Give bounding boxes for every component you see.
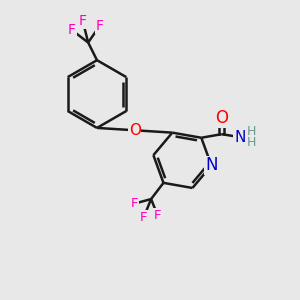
Text: N: N	[234, 130, 246, 145]
Text: H: H	[246, 136, 256, 149]
Text: O: O	[129, 123, 141, 138]
Text: F: F	[68, 23, 76, 37]
Text: F: F	[79, 14, 87, 28]
Text: F: F	[140, 211, 148, 224]
Text: F: F	[154, 209, 161, 222]
Text: F: F	[95, 19, 104, 33]
Text: O: O	[215, 109, 228, 127]
Text: F: F	[131, 197, 139, 210]
Text: N: N	[205, 156, 218, 174]
Text: H: H	[246, 125, 256, 138]
